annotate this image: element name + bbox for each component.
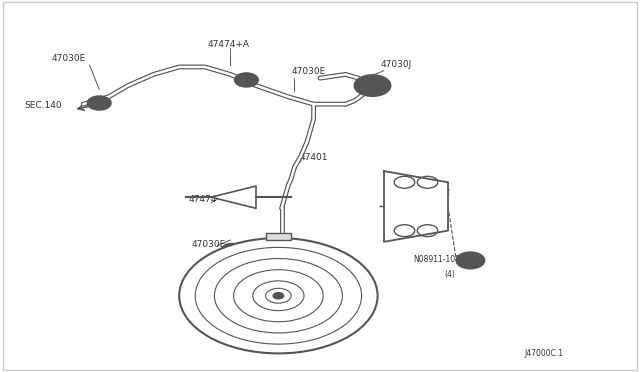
Circle shape xyxy=(361,79,384,92)
Circle shape xyxy=(456,252,484,269)
Text: 47401: 47401 xyxy=(300,153,328,162)
Circle shape xyxy=(282,244,301,255)
Circle shape xyxy=(273,293,284,299)
Text: SEC.140: SEC.140 xyxy=(24,101,62,110)
Text: N08911-1081G: N08911-1081G xyxy=(413,255,470,264)
Circle shape xyxy=(355,75,390,96)
Circle shape xyxy=(235,73,258,87)
Circle shape xyxy=(461,255,479,266)
Polygon shape xyxy=(211,186,256,208)
Text: (4): (4) xyxy=(445,270,456,279)
Text: 47212: 47212 xyxy=(422,188,451,197)
Polygon shape xyxy=(384,171,448,242)
Text: J47000C.1: J47000C.1 xyxy=(525,349,564,358)
Text: 47030E: 47030E xyxy=(51,54,86,63)
Text: 47030E: 47030E xyxy=(291,67,326,76)
Text: 47474+A: 47474+A xyxy=(208,39,250,48)
FancyBboxPatch shape xyxy=(266,232,291,240)
Circle shape xyxy=(179,238,378,353)
Text: 47030E: 47030E xyxy=(276,240,311,249)
Text: 47210: 47210 xyxy=(266,333,294,342)
Text: 47030J: 47030J xyxy=(381,60,412,69)
Text: 47474: 47474 xyxy=(189,195,217,203)
Text: 47030E: 47030E xyxy=(192,240,227,249)
Circle shape xyxy=(88,96,111,110)
Circle shape xyxy=(222,244,241,255)
